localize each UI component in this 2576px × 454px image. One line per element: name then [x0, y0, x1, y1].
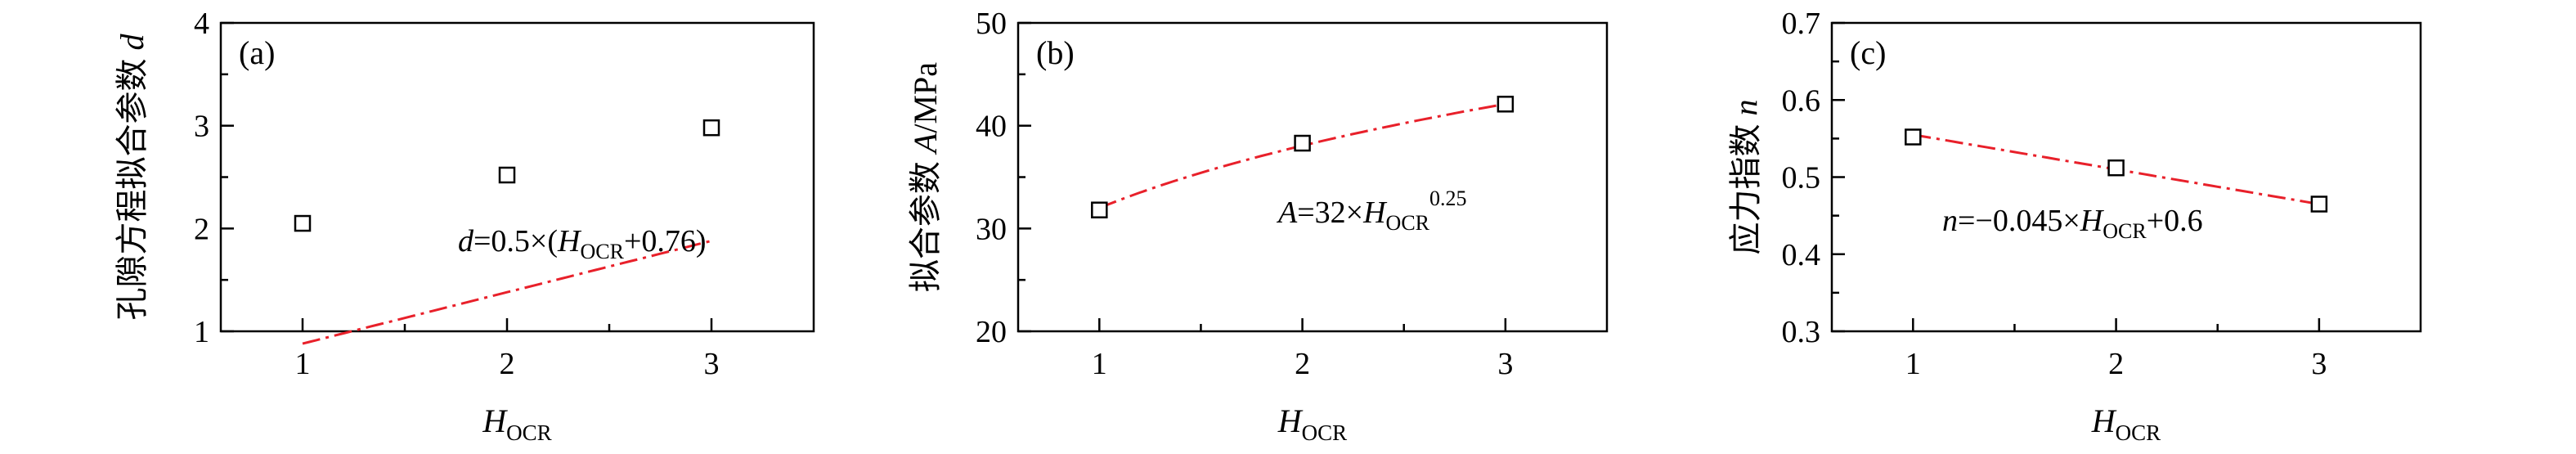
chart-panel-2: 20 30 40 50 1 2 3 HOCR 拟合参数 A/MPa (b) A=32×HOCR0.2… [907, 7, 1609, 445]
y-tick-label: 0.5 [1782, 161, 1821, 196]
y-tick-label: 2 [194, 212, 209, 246]
x-tick-label: 1 [1092, 347, 1107, 381]
x-tick-label: 3 [2311, 347, 2327, 381]
y-tick-label: 50 [976, 7, 1007, 41]
y-tick-label: 4 [194, 7, 209, 41]
y-tick-label: 0.6 [1782, 83, 1821, 118]
y-tick-label: 0.4 [1782, 238, 1821, 272]
chart-panel-1: 1 2 3 4 1 2 3 HOCR 孔隙方程拟合参数 d (a) d=0.5×(HOCR+0.76… [114, 7, 815, 445]
x-tick-label: 3 [704, 347, 720, 381]
y-tick-label: 40 [976, 110, 1007, 144]
y-tick-label: 3 [194, 110, 209, 144]
x-tick-label: 1 [295, 347, 311, 381]
y-axis-title: 孔隙方程拟合参数 d [114, 34, 150, 321]
plot-frame [219, 21, 815, 333]
x-tick-label: 1 [1905, 347, 1921, 381]
fit-line [302, 239, 712, 345]
chart-panel-3: 0.3 0.4 0.5 0.6 0.7 1 2 3 HOCR 应力指数 n (c) n=−0.045×… [1727, 7, 2422, 445]
y-axis-title: 应力指数 n [1727, 100, 1764, 255]
y-tick-label: 20 [976, 315, 1007, 349]
data-point-2 [498, 166, 516, 184]
x-tick-label: 2 [2108, 347, 2124, 381]
panel-label: (b) [1036, 34, 1075, 71]
panel-label: (c) [1850, 34, 1886, 71]
y-tick-label: 30 [976, 212, 1007, 246]
plot-frame [1830, 21, 2422, 333]
y-tick-label: 0.3 [1782, 315, 1821, 349]
y-tick-label: 1 [194, 315, 209, 349]
x-tick-label: 3 [1497, 347, 1513, 381]
data-point-1 [294, 214, 312, 232]
x-tick-label: 2 [500, 347, 515, 381]
x-axis-title: HOCR [1277, 402, 1347, 445]
panel-label: (a) [239, 34, 275, 71]
data-point-2 [2107, 159, 2125, 177]
fit-equation: d=0.5×(HOCR+0.76) [458, 224, 707, 263]
fit-equation: A=32×HOCR0.25 [1276, 187, 1467, 235]
y-tick-label: 0.7 [1782, 7, 1821, 41]
plot-frame [1016, 21, 1609, 333]
x-tick-label: 2 [1295, 347, 1310, 381]
data-point-1 [1905, 128, 1922, 146]
data-point-3 [702, 119, 720, 137]
data-point-3 [1497, 96, 1515, 113]
data-point-2 [1294, 134, 1311, 152]
x-axis-title: HOCR [482, 402, 551, 445]
fit-equation: n=−0.045×HOCR+0.6 [1942, 204, 2203, 243]
data-point-1 [1091, 201, 1108, 218]
y-axis-title: 拟合参数 A/MPa [907, 62, 944, 292]
x-axis-title: HOCR [2091, 402, 2161, 445]
data-point-3 [2310, 196, 2328, 213]
